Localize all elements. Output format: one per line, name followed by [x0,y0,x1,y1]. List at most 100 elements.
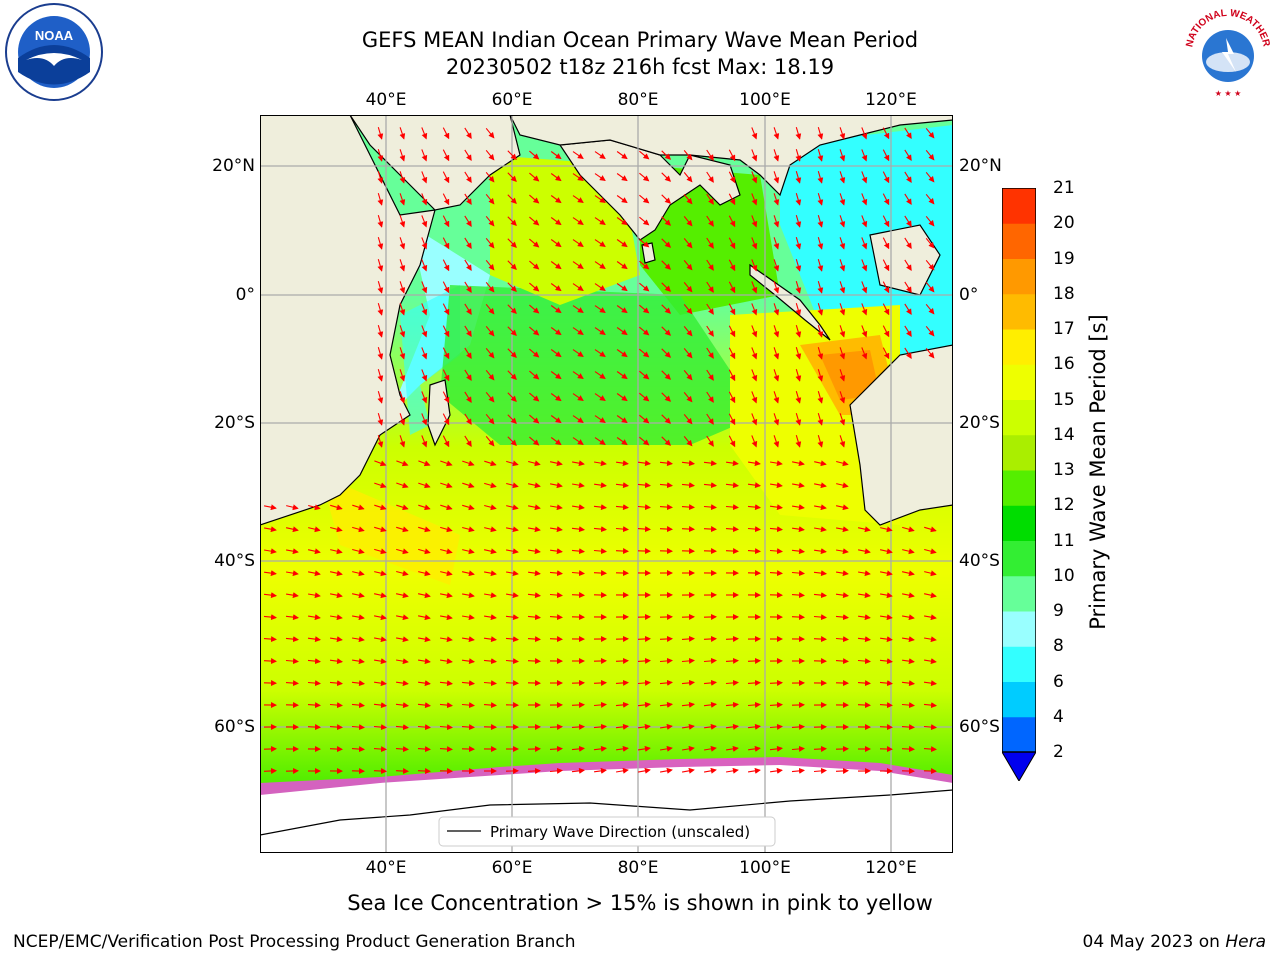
wave-arrow [882,347,890,360]
colorbar-block [1002,329,1036,365]
wave-arrow [442,171,450,184]
wave-arrow [791,767,805,774]
wave-arrow [421,237,428,250]
wave-arrow [572,283,584,291]
wave-arrow [902,636,915,643]
wave-arrow [485,237,495,249]
wave-arrow [421,259,428,272]
wave-arrow [396,680,409,687]
wave-arrow [817,281,824,294]
wave-arrow [399,413,406,426]
wave-arrow [817,215,824,228]
wave-arrow [550,239,562,248]
wave-arrow [795,237,802,250]
wave-arrow [485,215,495,227]
wave-arrow [791,723,805,730]
wave-arrow [440,548,453,555]
wave-arrow [839,259,846,272]
wave-arrow [485,127,495,139]
wave-arrow [440,570,453,577]
wave-arrow [639,238,650,248]
wave-arrow [858,614,871,621]
wave-arrow [904,259,912,271]
wave-arrow [286,504,299,511]
wave-arrow [464,413,472,425]
wave-arrow [861,347,868,360]
wave-arrow [681,657,695,664]
wave-arrow [263,767,277,774]
wave-arrow [836,548,849,555]
wave-arrow [352,526,365,533]
wave-arrow [728,193,736,206]
wave-arrow [507,326,517,337]
wave-arrow [769,745,783,752]
wave-arrow [637,679,651,686]
wave-arrow [839,281,846,294]
wave-arrow [904,127,912,139]
sw-australia-orange-core [820,350,880,400]
wave-arrow [904,193,912,205]
wave-direction-arrows [263,127,937,775]
wave-arrow [728,281,736,294]
wave-arrow [464,435,472,447]
wave-arrow [593,679,607,686]
wave-arrow [399,237,406,250]
wave-arrow [377,259,384,272]
wave-arrow [329,746,343,753]
wave-arrow [507,436,517,447]
svg-text:NOAA: NOAA [35,28,74,43]
wave-arrow [813,614,827,621]
wave-arrow [681,482,695,489]
wave-arrow [572,239,584,247]
wave-arrow [616,745,629,752]
wave-arrow [748,460,761,467]
wave-arrow [550,327,562,336]
wave-arrow [683,282,693,293]
wave-arrow [352,548,365,555]
wave-arrow [399,171,406,184]
madagascar-land [427,379,451,447]
wave-arrow [925,127,935,139]
wave-arrow [769,504,783,511]
wave-arrow [725,548,739,555]
wave-arrow [464,303,472,315]
wave-arrow [751,325,758,338]
wave-arrow [440,636,453,643]
wave-arrow [505,548,519,555]
wave-arrow [529,194,540,204]
wave-arrow [464,369,472,381]
wave-arrow [703,657,717,664]
wave-arrow [795,347,802,360]
lon-tick-top: 80°E [617,90,659,110]
wave-arrow [639,150,650,160]
wave-arrow [923,592,937,599]
colorbar-block [1002,681,1036,718]
wave-arrow [791,592,805,599]
wave-arrow [725,701,739,708]
sea-ice-caption: Sea Ice Concentration > 15% is shown in … [347,891,933,915]
wave-arrow [901,724,915,731]
wave-arrow [659,701,673,708]
lon-tick-bottom: 40°E [365,858,407,878]
wave-arrow [728,391,736,404]
wave-arrow [421,193,428,206]
wave-arrow [770,767,783,774]
footer-date-text: 04 May 2023 on [1082,932,1226,952]
wave-arrow [507,304,517,315]
colorbar-tick: 12 [1053,495,1075,516]
wave-arrow [285,680,299,687]
colorbar-block [1002,505,1036,541]
wave-arrow [638,723,651,730]
wave-arrow [615,679,629,686]
wave-arrow [373,592,387,599]
wave-arrow [769,548,783,555]
wave-arrow [681,526,695,533]
wave-arrow [529,392,540,402]
wave-arrow [528,548,541,555]
wave-arrow [461,724,475,731]
wave-arrow [773,413,780,426]
colorbar-block [1002,258,1036,295]
somali-basin-low-period [400,285,460,435]
wave-arrow [421,413,428,426]
wave-arrow [616,305,628,314]
